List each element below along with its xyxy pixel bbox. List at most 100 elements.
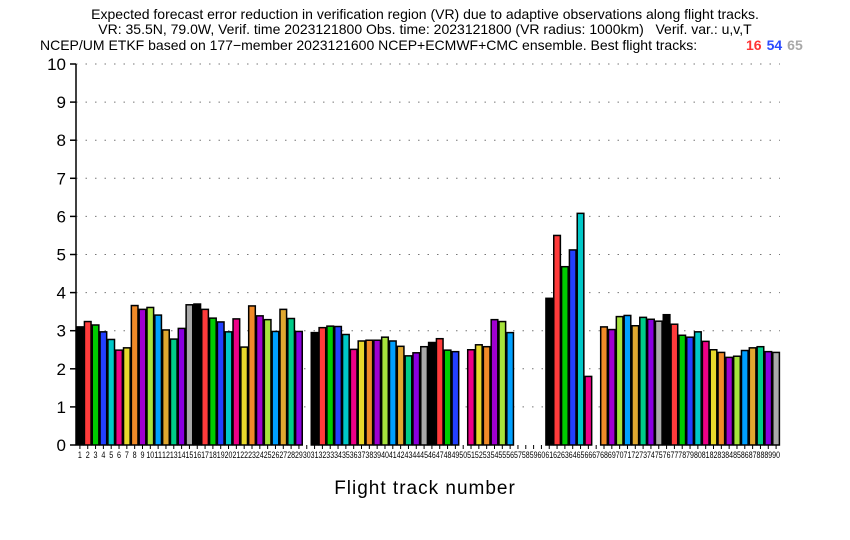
y-tick-label: 5 — [57, 246, 66, 265]
x-tick-label: 65 — [577, 450, 585, 460]
x-tick-label: 47 — [436, 450, 444, 460]
bar-23 — [247, 305, 257, 446]
bar-36 — [349, 348, 358, 446]
x-tick-label: 74 — [647, 450, 655, 460]
x-tick-label: 50 — [459, 450, 467, 460]
x-tick-label: 44 — [412, 450, 420, 460]
bar-43 — [404, 355, 413, 446]
bar-80 — [693, 331, 702, 446]
x-tick-label: 19 — [217, 450, 225, 460]
bar-90 — [772, 351, 781, 446]
best-track-3: 65 — [787, 37, 803, 53]
bar-75 — [654, 320, 663, 446]
bar-71 — [623, 314, 632, 446]
x-tick-label: 1 — [78, 450, 82, 460]
best-track-2: 54 — [766, 37, 783, 53]
x-tick-label: 82 — [710, 450, 718, 460]
bar-18 — [208, 317, 217, 446]
x-tick-label: 77 — [670, 450, 678, 460]
bar-44 — [412, 352, 421, 446]
bar-76 — [662, 313, 671, 446]
best-track-1: 16 — [746, 37, 762, 53]
bar-20 — [224, 331, 233, 446]
x-tick-label: 80 — [694, 450, 702, 460]
x-tick-label: 64 — [569, 450, 577, 460]
bar-73 — [639, 316, 648, 446]
x-tick-label: 33 — [326, 450, 334, 460]
x-tick-label: 7 — [125, 450, 129, 460]
bar-14 — [177, 327, 186, 446]
y-tick-label: 1 — [57, 398, 66, 417]
x-tick-label: 75 — [655, 450, 663, 460]
bar-77 — [670, 323, 679, 446]
bar-84 — [725, 356, 734, 446]
bar-11 — [154, 314, 163, 446]
y-tick-label: 3 — [57, 322, 66, 341]
bar-24 — [255, 315, 264, 446]
bar-55 — [498, 320, 507, 446]
bar-3 — [91, 324, 100, 446]
x-tick-label: 39 — [373, 450, 381, 460]
x-tick-label: 29 — [295, 450, 303, 460]
bar-48 — [443, 349, 452, 446]
x-tick-label: 73 — [639, 450, 647, 460]
bar-74 — [646, 318, 655, 446]
x-tick-label: 18 — [209, 450, 217, 460]
x-tick-label: 59 — [530, 450, 538, 460]
bar-28 — [287, 317, 296, 446]
x-tick-label: 89 — [764, 450, 772, 460]
x-tick-label: 83 — [717, 450, 725, 460]
x-tick-label: 24 — [256, 450, 264, 460]
x-tick-label: 6 — [117, 450, 121, 460]
x-tick-label: 42 — [397, 450, 405, 460]
bar-38 — [365, 339, 374, 446]
bar-4 — [99, 331, 108, 446]
x-tick-label: 30 — [303, 450, 311, 460]
bar-27 — [279, 308, 288, 446]
bar-54 — [490, 318, 499, 446]
bar-10 — [146, 306, 155, 446]
y-tick-label: 8 — [57, 131, 66, 150]
bar-82 — [709, 349, 718, 446]
bar-40 — [380, 336, 390, 446]
x-tick-label: 58 — [522, 450, 530, 460]
x-tick-label: 16 — [193, 450, 201, 460]
x-tick-label: 76 — [663, 450, 671, 460]
x-tick-label: 13 — [170, 450, 178, 460]
bar-78 — [678, 334, 687, 446]
bar-79 — [685, 336, 695, 446]
bar-37 — [357, 340, 366, 446]
best-flight-tracks: 16 54 65 — [746, 37, 808, 53]
x-tick-label: 9 — [140, 450, 144, 460]
x-tick-label: 84 — [725, 450, 733, 460]
bar-5 — [107, 338, 116, 446]
x-tick-label: 36 — [350, 450, 358, 460]
y-tick-label: 10 — [47, 55, 66, 74]
x-tick-label: 37 — [358, 450, 366, 460]
bar-33 — [326, 325, 335, 446]
bar-21 — [232, 318, 241, 446]
x-tick-label: 40 — [381, 450, 389, 460]
x-tick-label: 27 — [279, 450, 287, 460]
x-tick-label: 87 — [749, 450, 757, 460]
x-tick-label: 20 — [225, 450, 233, 460]
x-tick-label: 72 — [631, 450, 639, 460]
x-tick-label: 51 — [467, 450, 475, 460]
bar-29 — [294, 330, 303, 446]
x-tick-label: 62 — [553, 450, 561, 460]
x-tick-label: 14 — [178, 450, 186, 460]
x-tick-label: 68 — [600, 450, 608, 460]
bar-1 — [75, 326, 84, 446]
bar-53 — [482, 345, 491, 446]
x-tick-label: 31 — [311, 450, 319, 460]
x-tick-label: 8 — [133, 450, 137, 460]
x-tick-label: 63 — [561, 450, 569, 460]
bar-86 — [740, 349, 749, 446]
bar-8 — [130, 304, 139, 446]
x-tick-label: 26 — [272, 450, 280, 460]
bar-46 — [427, 341, 436, 446]
y-tick-label: 4 — [57, 284, 66, 303]
x-tick-label: 69 — [608, 450, 616, 460]
bar-22 — [240, 346, 249, 446]
bar-81 — [701, 340, 710, 446]
